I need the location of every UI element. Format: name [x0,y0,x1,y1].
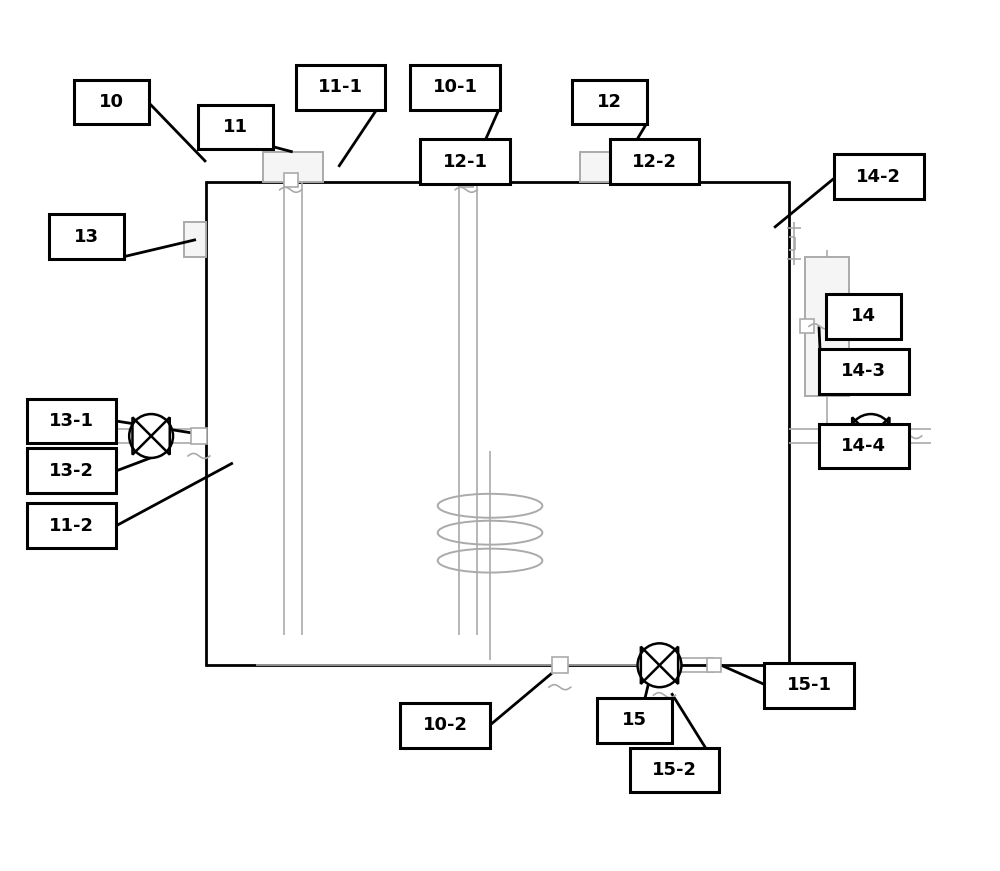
Text: 10-2: 10-2 [423,716,468,734]
Polygon shape [132,417,151,455]
Polygon shape [641,646,659,684]
Polygon shape [151,417,170,455]
Bar [630,747,719,793]
Text: 15-2: 15-2 [652,761,697,779]
Bar [49,214,124,259]
Bar [410,64,500,110]
Text: 13: 13 [74,227,99,246]
Text: 12-2: 12-2 [632,153,677,171]
Text: 12-1: 12-1 [443,153,488,171]
Ellipse shape [438,549,542,572]
Text: 15: 15 [622,711,647,729]
Polygon shape [871,417,889,455]
Bar [27,503,116,548]
Bar [826,294,901,339]
Bar [805,257,849,396]
Bar [819,423,909,469]
Polygon shape [852,417,871,455]
Text: 12: 12 [597,93,622,111]
Bar [184,222,206,257]
Text: 10-1: 10-1 [433,78,478,96]
Text: 14-4: 14-4 [841,437,886,455]
Bar [438,152,498,182]
Bar [610,139,699,185]
Text: 13-1: 13-1 [49,412,94,430]
Bar [198,105,273,150]
Text: 11-2: 11-2 [49,517,94,535]
Bar [74,79,149,125]
Text: 10: 10 [99,93,124,111]
Bar [834,154,924,199]
Text: 15-1: 15-1 [787,676,832,694]
Bar [572,79,647,125]
Bar [206,182,789,665]
Ellipse shape [438,494,542,517]
Circle shape [849,414,893,458]
Text: 13-2: 13-2 [49,462,94,480]
Bar [552,658,568,673]
Bar [263,152,323,182]
Circle shape [129,414,173,458]
Text: 11-1: 11-1 [318,78,363,96]
Bar [296,64,385,110]
Polygon shape [659,646,678,684]
Text: 14-2: 14-2 [856,168,901,186]
Bar [459,172,473,186]
Bar [27,399,116,443]
Text: 11: 11 [223,118,248,136]
Bar [27,449,116,493]
Bar [400,703,490,747]
Ellipse shape [438,521,542,544]
Bar [284,172,298,186]
Bar [764,663,854,707]
Text: 14: 14 [851,307,876,326]
Bar [191,428,207,444]
Text: 14-3: 14-3 [841,362,886,381]
Bar [707,658,721,672]
Bar [420,139,510,185]
Circle shape [638,644,681,687]
Bar [597,698,672,742]
Bar [580,152,655,182]
Bar [819,348,909,394]
Bar [800,320,814,334]
